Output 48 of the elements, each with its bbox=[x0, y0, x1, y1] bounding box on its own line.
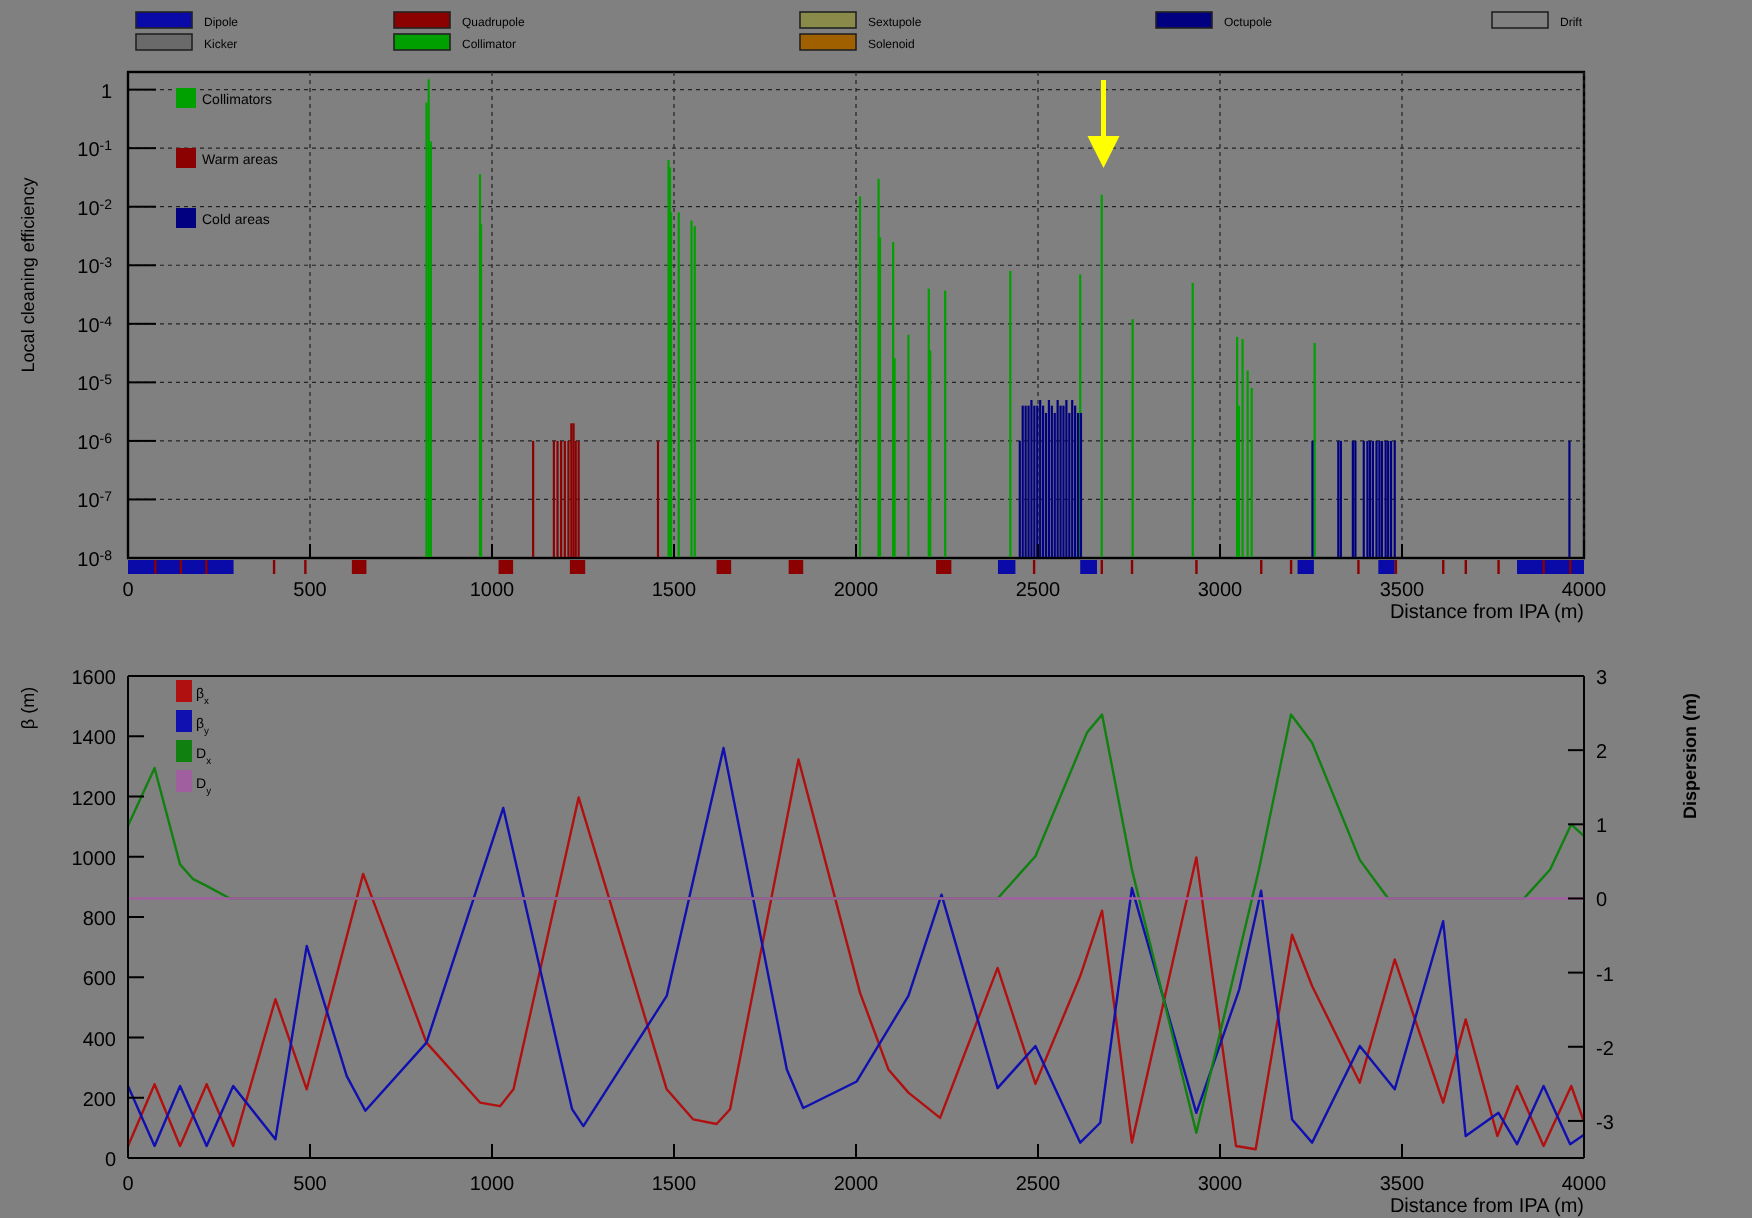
y-tick-label: 10$^{-4}$ bbox=[77, 314, 113, 338]
y-tick-label: 600 bbox=[82, 969, 117, 992]
y2-tick-label: -1 bbox=[1596, 964, 1615, 987]
x-tick-label: 2000 bbox=[833, 580, 880, 602]
y-tick-label: 10$^{-8}$ bbox=[77, 549, 113, 572]
y-axis-title: β (m) bbox=[18, 686, 38, 730]
y-tick-label: 1600 bbox=[71, 668, 117, 690]
x-tick-label: 4000 bbox=[1561, 580, 1608, 602]
y-tick-label: 800 bbox=[82, 909, 117, 931]
x-tick-label: 4000 bbox=[1561, 1174, 1608, 1196]
x-tick-label: 0 bbox=[122, 580, 135, 602]
x-tick-label: 2500 bbox=[1015, 1174, 1062, 1196]
x-tick-label: 2500 bbox=[1015, 580, 1062, 602]
x-tick-label: 1000 bbox=[469, 1174, 516, 1196]
x-axis-title: Distance from IPA (m) bbox=[1389, 1196, 1584, 1218]
x-tick-label: 3500 bbox=[1379, 580, 1426, 602]
y2-tick-label: 3 bbox=[1596, 668, 1608, 690]
x-tick-label: 1500 bbox=[651, 1174, 698, 1196]
y2-tick-label: 0 bbox=[1596, 890, 1608, 913]
y-tick-label: 10$^{-6}$ bbox=[77, 431, 113, 455]
y-tick-label: 1200 bbox=[71, 788, 117, 811]
y-tick-label: 10$^{-7}$ bbox=[77, 490, 113, 514]
y-tick-label: 10$^{-3}$ bbox=[77, 256, 113, 280]
y-tick-label: 400 bbox=[82, 1029, 117, 1052]
y2-tick-label: -2 bbox=[1596, 1038, 1615, 1061]
x-tick-label: 3500 bbox=[1379, 1174, 1426, 1196]
y-tick-label: 1000 bbox=[71, 848, 117, 871]
x-tick-label: 500 bbox=[293, 1174, 328, 1196]
y-tick-label: 1400 bbox=[71, 728, 117, 751]
y2-tick-label: 2 bbox=[1596, 742, 1608, 765]
y2-tick-label: -3 bbox=[1596, 1112, 1615, 1135]
y-tick-label: 10$^{-2}$ bbox=[77, 197, 113, 221]
x-axis-title: Distance from IPA (m) bbox=[1389, 602, 1584, 624]
x-tick-label: 500 bbox=[293, 580, 328, 602]
x-tick-label: 0 bbox=[122, 1174, 135, 1196]
x-tick-label: 1000 bbox=[469, 580, 516, 602]
x-tick-label: 2000 bbox=[833, 1174, 880, 1196]
y-tick-label: 1 bbox=[100, 81, 113, 104]
x-tick-label: 3000 bbox=[1197, 580, 1244, 602]
y-axis-title: Local cleaning efficiency bbox=[18, 176, 38, 373]
y-tick-label: 200 bbox=[82, 1089, 117, 1112]
y2-tick-label: 1 bbox=[1596, 816, 1608, 839]
y-tick-label: 10$^{-1}$ bbox=[77, 139, 113, 163]
y-tick-label: 10$^{-5}$ bbox=[77, 373, 113, 397]
y2-axis-title: Dispersion (m) bbox=[1680, 692, 1700, 820]
x-tick-label: 3000 bbox=[1197, 1174, 1244, 1196]
y-tick-label: 0 bbox=[104, 1150, 117, 1172]
x-tick-label: 1500 bbox=[651, 580, 698, 602]
